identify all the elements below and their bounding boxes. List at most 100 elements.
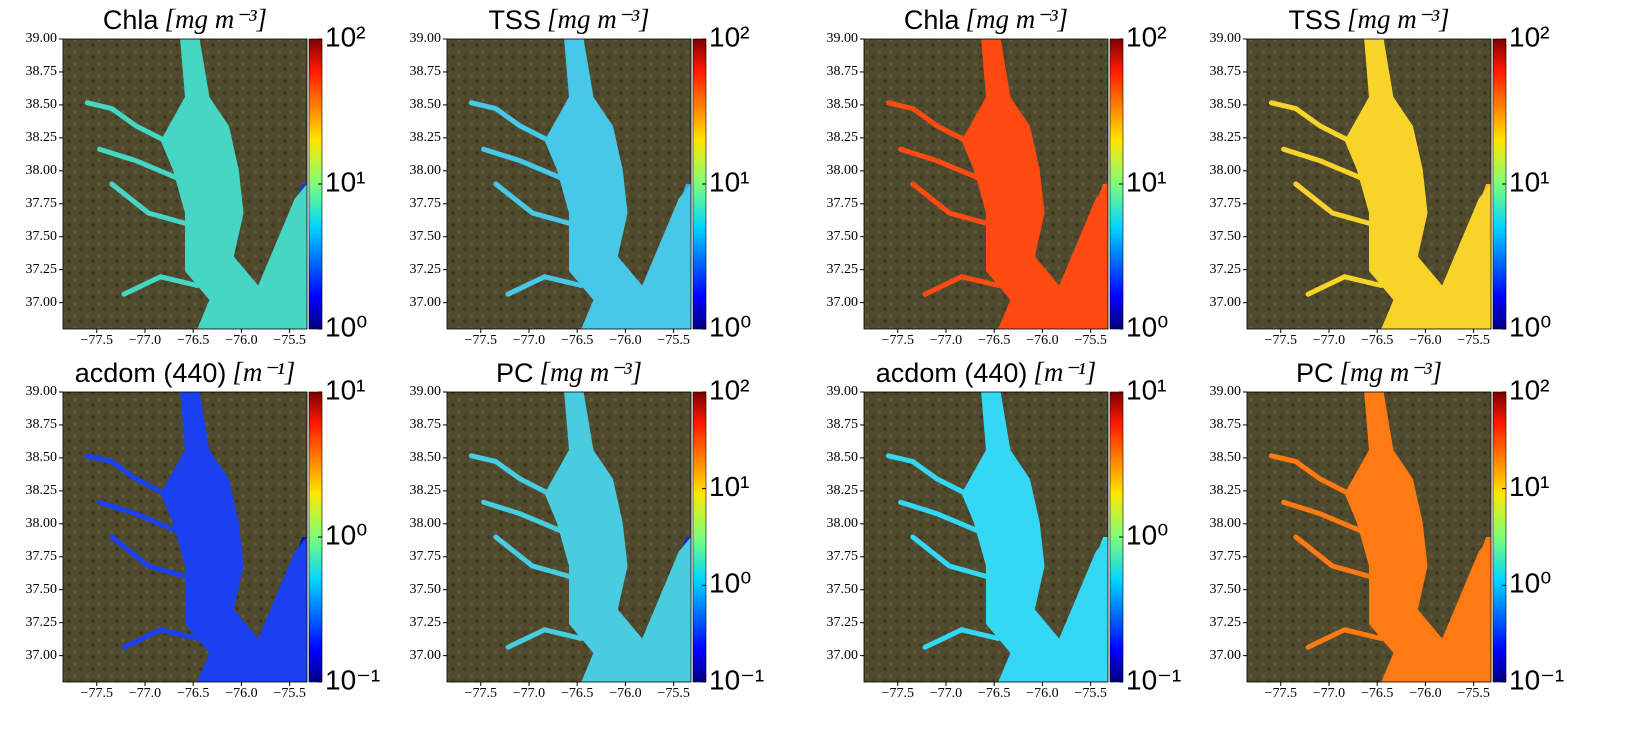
x-tick-label: −77.5	[1265, 686, 1297, 701]
x-tick-label: −77.5	[1265, 333, 1297, 348]
panel-title: TSS [mg m⁻³]	[1288, 4, 1449, 35]
map-frame	[62, 38, 308, 330]
river	[1305, 274, 1384, 297]
river	[493, 181, 577, 228]
x-tick-label: −77.0	[930, 686, 962, 701]
map-frame	[863, 391, 1109, 683]
y-tick-label: 38.00	[1210, 516, 1242, 531]
river	[1293, 534, 1377, 581]
title-label: Chla	[904, 5, 961, 35]
y-tick-label: 38.75	[410, 417, 442, 432]
colorbar-tick-label: 10¹	[1509, 166, 1549, 197]
colorbar-tick-label: 10¹	[1509, 471, 1549, 502]
y-tick-label: 39.00	[26, 31, 58, 46]
y-tick-label: 38.25	[827, 130, 859, 145]
y-tick-label: 38.00	[26, 516, 58, 531]
colorbar-tick-label: 10¹	[325, 374, 365, 405]
y-tick-label: 37.25	[410, 262, 442, 277]
title-unit: [m⁻¹]	[1033, 357, 1096, 387]
x-tick-label: −76.5	[978, 686, 1010, 701]
y-tick-label: 37.00	[410, 295, 442, 310]
x-tick-label: −77.5	[81, 686, 113, 701]
colorbar-tick-label: 10²	[709, 21, 749, 52]
bay-water	[544, 392, 691, 682]
x-tick-label: −76.0	[1409, 333, 1441, 348]
y-tick-label: 37.50	[827, 229, 859, 244]
title-label: TSS	[488, 5, 541, 35]
river	[97, 499, 181, 534]
x-tick-label: −77.5	[882, 686, 914, 701]
y-tick-label: 38.75	[827, 64, 859, 79]
y-tick-label: 38.25	[1210, 483, 1242, 498]
x-tick-label: −75.5	[1074, 333, 1106, 348]
y-tick-label: 37.75	[1210, 196, 1242, 211]
x-tick-label: −75.5	[657, 686, 689, 701]
x-tick-label: −75.5	[1074, 686, 1106, 701]
y-tick-label: 38.00	[410, 163, 442, 178]
river	[1281, 499, 1365, 534]
y-tick-label: 38.75	[26, 64, 58, 79]
y-tick-label: 38.00	[827, 163, 859, 178]
y-tick-label: 37.25	[827, 615, 859, 630]
y-tick-label: 38.25	[26, 483, 58, 498]
river	[885, 453, 974, 499]
title-unit: [mg m⁻³]	[164, 4, 267, 34]
river	[1281, 146, 1365, 181]
bay-water	[961, 392, 1108, 682]
map-panel: Chla [mg m⁻³] −77.5 −77.0 −76.5 −76.0 −75.5 37.…	[827, 4, 1169, 348]
colorbar-tick-label: 10⁻¹	[1126, 664, 1181, 695]
y-tick-label: 38.00	[26, 163, 58, 178]
river	[505, 627, 584, 650]
x-tick-label: −76.0	[1409, 686, 1441, 701]
x-tick-label: −77.0	[513, 333, 545, 348]
map-panel: Chla [mg m⁻³] −77.5 −77.0 −76.5 −76.0 −75.5 37.…	[26, 4, 368, 348]
y-tick-label: 38.25	[1210, 130, 1242, 145]
colorbar-tick-label: 10²	[1126, 21, 1166, 52]
colorbar-tick-label: 10¹	[709, 166, 749, 197]
map-panel: TSS [mg m⁻³] −77.5 −77.0 −76.5 −76.0 −75.5 37.0…	[410, 4, 752, 348]
y-tick-label: 38.25	[827, 483, 859, 498]
x-tick-label: −77.0	[129, 333, 161, 348]
river	[922, 274, 1001, 297]
y-tick-label: 37.00	[827, 648, 859, 663]
river	[910, 534, 994, 581]
river	[1305, 627, 1384, 650]
y-tick-label: 37.75	[827, 549, 859, 564]
y-tick-label: 37.75	[410, 196, 442, 211]
river	[481, 146, 565, 181]
river	[1268, 453, 1357, 499]
y-tick-label: 37.00	[827, 295, 859, 310]
x-tick-label: −76.0	[225, 686, 257, 701]
y-tick-label: 37.25	[410, 615, 442, 630]
x-tick-label: −77.0	[513, 686, 545, 701]
y-tick-label: 38.50	[410, 97, 442, 112]
y-tick-label: 37.00	[410, 648, 442, 663]
y-tick-label: 37.25	[1210, 615, 1242, 630]
river	[121, 274, 200, 297]
panel-title: Chla [mg m⁻³]	[103, 4, 267, 35]
colorbar-tick-label: 10⁻¹	[709, 664, 764, 695]
x-tick-label: −76.0	[1026, 686, 1058, 701]
x-tick-label: −75.5	[1457, 686, 1489, 701]
x-tick-label: −76.5	[177, 686, 209, 701]
river	[468, 453, 557, 499]
river	[468, 100, 557, 146]
map-frame	[446, 38, 692, 330]
colorbar	[692, 391, 707, 683]
y-tick-label: 38.25	[410, 130, 442, 145]
x-tick-label: −76.5	[561, 333, 593, 348]
colorbar-tick-label: 10¹	[1126, 374, 1166, 405]
y-tick-label: 38.75	[1210, 64, 1242, 79]
y-tick-label: 38.75	[26, 417, 58, 432]
y-tick-label: 39.00	[410, 384, 442, 399]
bay-water	[160, 39, 307, 329]
y-tick-label: 37.00	[1210, 648, 1242, 663]
panel-title: TSS [mg m⁻³]	[488, 4, 649, 35]
colorbar-tick-label: 10²	[1509, 21, 1549, 52]
title-label: PC	[1296, 358, 1334, 388]
x-tick-label: −76.0	[609, 686, 641, 701]
y-tick-label: 38.75	[827, 417, 859, 432]
title-label: TSS	[1288, 5, 1341, 35]
river	[922, 627, 1001, 650]
bay-water	[1344, 392, 1491, 682]
